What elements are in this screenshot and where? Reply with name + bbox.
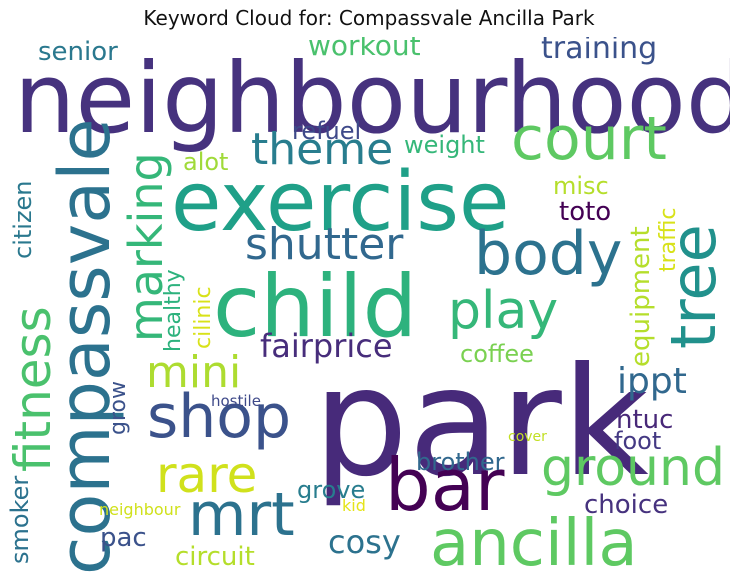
word-foot: foot [614, 427, 662, 455]
word-shutter: shutter [245, 219, 404, 270]
word-ippt: ippt [617, 361, 687, 402]
word-hostile: hostile [211, 392, 261, 410]
word-equipment: equipment [626, 226, 656, 367]
word-healthy: healthy [161, 269, 186, 352]
word-smoker: smoker [8, 475, 34, 564]
word-shop: shop [147, 382, 292, 452]
word-kid: kid [342, 496, 366, 515]
word-fairprice: fairprice [260, 327, 393, 365]
word-bar: bar [385, 443, 505, 527]
word-traffic: traffic [656, 207, 681, 272]
word-choice: choice [584, 490, 669, 520]
word-theme: theme [251, 124, 394, 175]
word-court: court [511, 104, 667, 174]
word-grow: grow [106, 381, 131, 435]
word-senior: senior [38, 37, 118, 67]
word-coffee: coffee [460, 340, 534, 368]
word-training: training [541, 37, 658, 66]
word-alot: alot [183, 148, 229, 176]
word-brother: brother [416, 448, 505, 476]
word-grove: grove [297, 476, 366, 504]
word-neighbour: neighbour [99, 500, 181, 519]
word-neighbourhood: neighbourhood [14, 42, 730, 155]
word-fitness: fitness [8, 306, 62, 472]
word-exercise: exercise [171, 155, 510, 250]
word-toto: toto [559, 197, 612, 227]
word-cilinic: cilinic [191, 286, 216, 349]
word-circuit: circuit [175, 542, 255, 572]
word-mrt: mrt [188, 480, 295, 550]
word-workout: workout [308, 37, 421, 62]
word-cover: cover [508, 429, 547, 445]
word-play: play [448, 281, 559, 341]
word-pac: pac [100, 523, 147, 553]
word-child: child [213, 257, 418, 357]
word-ntuc: ntuc [616, 405, 674, 435]
word-refuel: refuel [292, 117, 362, 145]
word-cosy: cosy [328, 523, 401, 561]
word-cloud: neighbourhood park exercise child compas… [8, 37, 730, 577]
word-misc: misc [553, 172, 609, 200]
word-park: park [313, 336, 649, 510]
word-rare: rare [156, 446, 258, 504]
word-mini: mini [146, 347, 242, 398]
word-ground: ground [541, 438, 725, 498]
word-weight: weight [404, 131, 485, 159]
figure-title: Keyword Cloud for: Compassvale Ancilla P… [143, 6, 595, 30]
word-ancilla: ancilla [430, 507, 638, 577]
word-body: body [474, 219, 623, 289]
word-citizen: citizen [9, 180, 37, 259]
